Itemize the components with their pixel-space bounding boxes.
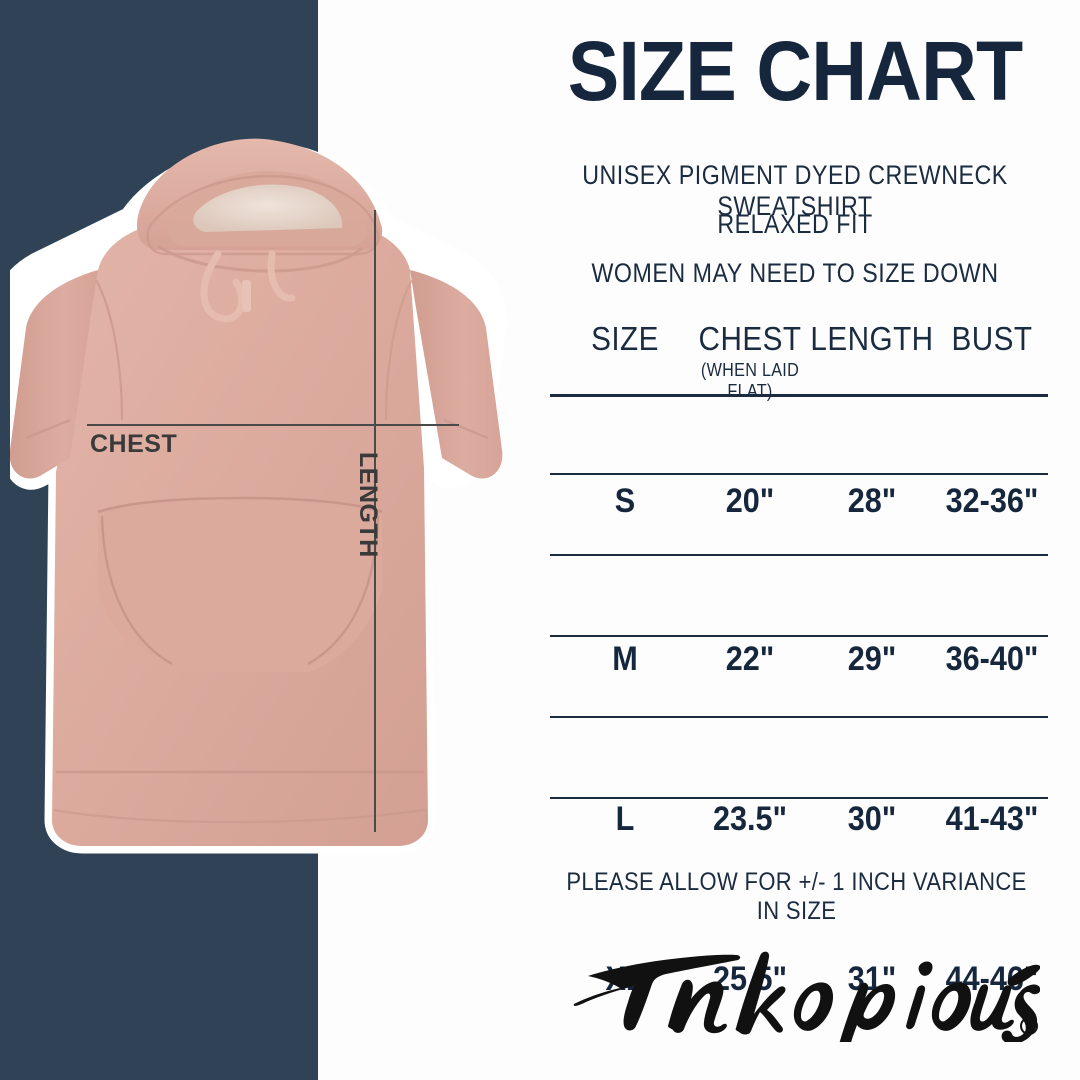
table-rule xyxy=(550,716,1048,718)
chest-measure-line xyxy=(87,424,459,426)
cell-size: M xyxy=(612,640,638,678)
table-rule xyxy=(550,554,1048,556)
table-row: S 20" 28" 32-36" xyxy=(530,468,1050,547)
cell-length: 28" xyxy=(847,482,897,520)
table-rule xyxy=(550,473,1048,475)
hoodie-right-sleeve xyxy=(410,270,503,479)
column-header-size: SIZE xyxy=(591,320,659,357)
size-chart-panel: SIZE CHART UNISEX PIGMENT DYED CREWNECK … xyxy=(510,0,1080,1080)
cell-length: 29" xyxy=(847,640,897,678)
cell-chest: 23.5" xyxy=(712,800,788,838)
variance-footnote: PLEASE ALLOW FOR +/- 1 INCH VARIANCE IN … xyxy=(566,868,1027,925)
column-header-chest: CHEST xyxy=(698,320,802,357)
registered-trademark-icon: R xyxy=(1020,1017,1038,1035)
hood-fleece-lining xyxy=(193,184,343,232)
chest-measure-label: CHEST xyxy=(90,430,178,458)
table-rule xyxy=(550,797,1048,799)
cell-length: 30" xyxy=(847,800,897,838)
product-image-stage: CHEST LENGTH xyxy=(0,0,520,1080)
length-measure-label: LENGTH xyxy=(354,452,382,558)
page-title: SIZE CHART xyxy=(567,24,1023,118)
column-header-length: LENGTH xyxy=(810,320,934,357)
cell-size: S xyxy=(614,482,636,520)
hoodie-illustration xyxy=(10,138,507,854)
drawstring-aglet xyxy=(242,280,251,312)
brand-logo: R xyxy=(540,922,1040,1042)
cell-size: L xyxy=(615,800,635,838)
subtitle-line-2: RELAXED FIT xyxy=(717,209,873,239)
column-header-bust: BUST xyxy=(951,320,1033,357)
svg-text:R: R xyxy=(1026,1022,1033,1033)
hoodie-pocket xyxy=(98,498,382,672)
cell-bust: 36-40" xyxy=(945,640,1039,678)
cell-chest: 22" xyxy=(725,640,775,678)
hood-drawstrings xyxy=(200,250,296,323)
table-row: L 23.5" 30" 41-43" xyxy=(530,786,1050,865)
cell-bust: 41-43" xyxy=(945,800,1039,838)
cell-chest: 20" xyxy=(725,482,775,520)
subtitle-line-3: WOMEN MAY NEED TO SIZE DOWN xyxy=(591,258,999,288)
measurements-table: SIZE CHEST LENGTH BUST (WHEN LAID FLAT) … xyxy=(530,320,1050,998)
table-rule xyxy=(550,635,1048,637)
subtitle-line-1: UNISEX PIGMENT DYED CREWNECK SWEATSHIRT xyxy=(582,160,1008,221)
table-header-row: SIZE CHEST LENGTH BUST (WHEN LAID FLAT) xyxy=(530,320,1050,401)
table-rule-top xyxy=(550,394,1048,397)
table-row: M 22" 29" 36-40" xyxy=(530,626,1050,705)
inkopious-wordmark-icon: R xyxy=(573,951,1040,1042)
hoodie-left-sleeve xyxy=(10,270,98,479)
length-measure-line xyxy=(374,210,376,832)
cell-bust: 32-36" xyxy=(945,482,1039,520)
